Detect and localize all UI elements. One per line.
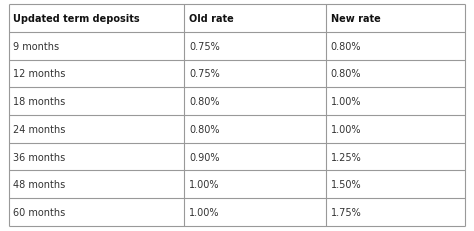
Text: 36 months: 36 months bbox=[13, 152, 65, 162]
Text: 0.90%: 0.90% bbox=[189, 152, 219, 162]
Text: 0.75%: 0.75% bbox=[189, 69, 220, 79]
Text: 18 months: 18 months bbox=[13, 97, 65, 107]
Text: 1.00%: 1.00% bbox=[189, 179, 219, 189]
Text: 60 months: 60 months bbox=[13, 207, 65, 217]
Text: 0.75%: 0.75% bbox=[189, 42, 220, 52]
Text: 0.80%: 0.80% bbox=[189, 97, 219, 107]
Text: 1.25%: 1.25% bbox=[331, 152, 362, 162]
Text: 1.00%: 1.00% bbox=[189, 207, 219, 217]
Text: 1.75%: 1.75% bbox=[331, 207, 362, 217]
Text: Old rate: Old rate bbox=[189, 14, 234, 24]
Text: Updated term deposits: Updated term deposits bbox=[13, 14, 140, 24]
Text: 1.00%: 1.00% bbox=[331, 97, 361, 107]
Text: 1.50%: 1.50% bbox=[331, 179, 362, 189]
Text: 24 months: 24 months bbox=[13, 124, 65, 134]
Text: New rate: New rate bbox=[331, 14, 381, 24]
Text: 0.80%: 0.80% bbox=[331, 42, 361, 52]
Text: 9 months: 9 months bbox=[13, 42, 59, 52]
Text: 48 months: 48 months bbox=[13, 179, 65, 189]
Text: 0.80%: 0.80% bbox=[189, 124, 219, 134]
Text: 12 months: 12 months bbox=[13, 69, 65, 79]
Text: 1.00%: 1.00% bbox=[331, 124, 361, 134]
Text: 0.80%: 0.80% bbox=[331, 69, 361, 79]
